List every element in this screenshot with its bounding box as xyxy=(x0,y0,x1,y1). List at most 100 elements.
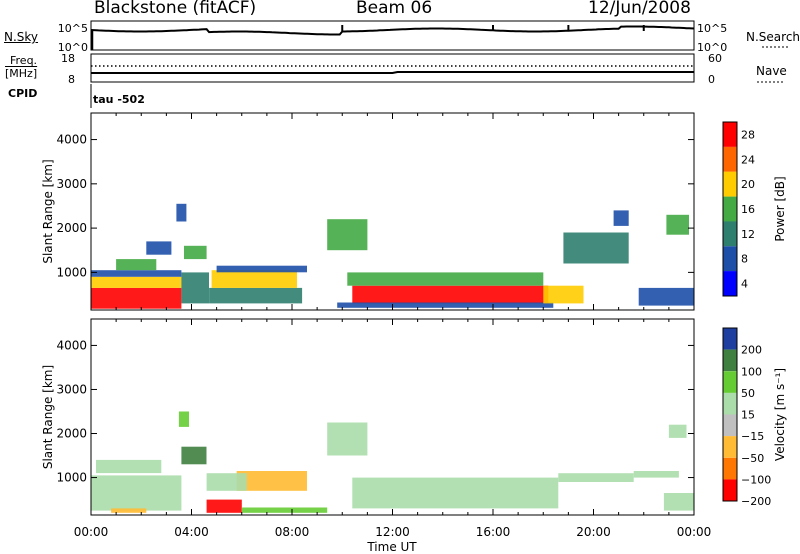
velocity-heatmap xyxy=(91,411,694,513)
time-tick-label-0: 00:00 xyxy=(74,525,109,539)
velocity-region-13 xyxy=(663,493,694,511)
beam-title: Beam 06 xyxy=(356,0,433,18)
velocity-ytick-label-3: 4000 xyxy=(56,338,87,352)
velocity-colorbar-tick-0: 200 xyxy=(741,344,762,357)
power-region-9 xyxy=(216,265,307,273)
velocity-colorbar-label: Velocity [m s⁻¹] xyxy=(773,368,787,461)
power-colorbar-swatch-0 xyxy=(723,122,737,147)
velocity-colorbar-tick-5: −50 xyxy=(741,452,764,465)
power-region-4 xyxy=(146,241,172,255)
power-colorbar-swatch-6 xyxy=(723,271,737,296)
power-colorbar-label: Power [dB] xyxy=(773,176,787,241)
power-region-16 xyxy=(563,232,629,264)
power-region-8 xyxy=(211,270,297,288)
freq-unit-label: [MHz] xyxy=(5,67,38,80)
nsearch-label: N.Search xyxy=(746,30,800,44)
velocity-ylabel: Slant Range [km] xyxy=(41,365,55,469)
power-heatmap xyxy=(91,203,694,309)
cpid-value: tau -502 xyxy=(93,93,145,106)
power-region-13 xyxy=(347,272,544,286)
power-region-0 xyxy=(91,287,182,309)
velocity-region-4 xyxy=(178,411,189,427)
freq-label: Freq. xyxy=(10,54,38,67)
power-ytick-label-0: 1000 xyxy=(56,265,87,279)
velocity-colorbar-tick-2: 50 xyxy=(741,387,755,400)
power-region-14 xyxy=(337,302,554,308)
velocity-region-6 xyxy=(236,471,307,491)
velocity-region-11 xyxy=(558,473,634,482)
cpid-label: CPID xyxy=(8,87,38,100)
power-colorbar-tick-1: 24 xyxy=(741,153,755,166)
time-tick-label-3: 12:00 xyxy=(375,525,410,539)
velocity-colorbar-tick-7: −200 xyxy=(741,495,771,508)
velocity-colorbar-swatch-5 xyxy=(723,436,737,458)
velocity-region-10 xyxy=(352,477,559,509)
time-axis-label: Time UT xyxy=(366,540,417,554)
time-tick-label-4: 16:00 xyxy=(476,525,511,539)
time-tick-label-5: 20:00 xyxy=(576,525,611,539)
velocity-colorbar-swatch-0 xyxy=(723,328,737,350)
power-region-18 xyxy=(638,287,694,306)
velocity-colorbar-tick-3: 15 xyxy=(741,409,755,422)
power-colorbar-swatch-1 xyxy=(723,146,737,172)
velocity-colorbar-tick-1: 100 xyxy=(741,365,762,378)
power-colorbar-tick-3: 16 xyxy=(741,203,755,216)
power-colorbar-frame xyxy=(722,121,738,297)
velocity-colorbar-frame xyxy=(722,327,738,502)
time-tick-label-6: 00:00 xyxy=(677,525,712,539)
power-region-7 xyxy=(209,287,303,304)
power-colorbar-tick-2: 20 xyxy=(741,178,755,191)
power-ytick-label-2: 3000 xyxy=(56,177,87,191)
noise-left-tick-bottom: 10^0 xyxy=(58,41,88,54)
power-region-10 xyxy=(176,203,187,222)
power-region-11 xyxy=(327,219,368,251)
freq-left-tick-bottom: 8 xyxy=(68,73,75,86)
power-colorbar-swatch-3 xyxy=(723,196,737,222)
velocity-colorbar-swatch-6 xyxy=(723,457,737,480)
velocity-region-0 xyxy=(91,475,182,511)
velocity-ytick-label-1: 2000 xyxy=(56,427,87,441)
time-tick-label-2: 08:00 xyxy=(275,525,310,539)
velocity-colorbar-swatch-3 xyxy=(723,392,737,415)
power-colorbar-tick-5: 8 xyxy=(741,253,748,266)
power-colorbar-swatch-4 xyxy=(723,221,737,247)
nave-label: Nave xyxy=(756,64,787,78)
power-region-6 xyxy=(184,245,207,260)
power-region-15 xyxy=(543,285,584,304)
velocity-colorbar-swatch-4 xyxy=(723,414,737,437)
power-region-3 xyxy=(116,259,157,271)
freq-right-tick-bottom: 0 xyxy=(708,73,715,86)
power-colorbar-tick-4: 12 xyxy=(741,228,755,241)
velocity-colorbar-swatch-1 xyxy=(723,349,737,372)
velocity-region-7 xyxy=(206,473,247,491)
noise-right-tick-bottom: 10^0 xyxy=(697,41,727,54)
power-region-5 xyxy=(181,272,209,304)
power-colorbar-swatch-2 xyxy=(723,171,737,197)
power-ytick-label-1: 2000 xyxy=(56,221,87,235)
power-colorbar-swatch-5 xyxy=(723,246,737,272)
time-tick-label-1: 04:00 xyxy=(174,525,209,539)
noise-panel-frame xyxy=(90,20,695,51)
velocity-ytick-label-2: 3000 xyxy=(56,382,87,396)
noise-left-tick-top: 10^5 xyxy=(58,22,88,35)
power-ylabel: Slant Range [km] xyxy=(41,159,55,263)
noise-right-tick-top: 10^5 xyxy=(697,22,727,35)
freq-left-tick-top: 18 xyxy=(61,52,75,65)
freq-right-tick-top: 60 xyxy=(708,52,722,65)
velocity-region-12 xyxy=(633,471,679,478)
velocity-colorbar-tick-4: −15 xyxy=(741,430,764,443)
velocity-region-1 xyxy=(96,459,162,474)
velocity-region-8 xyxy=(241,507,328,513)
date-title: 12/Jun/2008 xyxy=(588,0,691,18)
velocity-region-5 xyxy=(206,499,242,513)
power-region-2 xyxy=(91,270,182,277)
nsky-label: N.Sky xyxy=(4,30,39,44)
velocity-colorbar-tick-6: −100 xyxy=(741,473,771,486)
power-colorbar-tick-0: 28 xyxy=(741,128,755,141)
power-colorbar-tick-6: 4 xyxy=(741,278,748,291)
freq-panel-frame xyxy=(90,53,695,83)
velocity-ytick-label-0: 1000 xyxy=(56,471,87,485)
power-region-17 xyxy=(613,210,629,226)
